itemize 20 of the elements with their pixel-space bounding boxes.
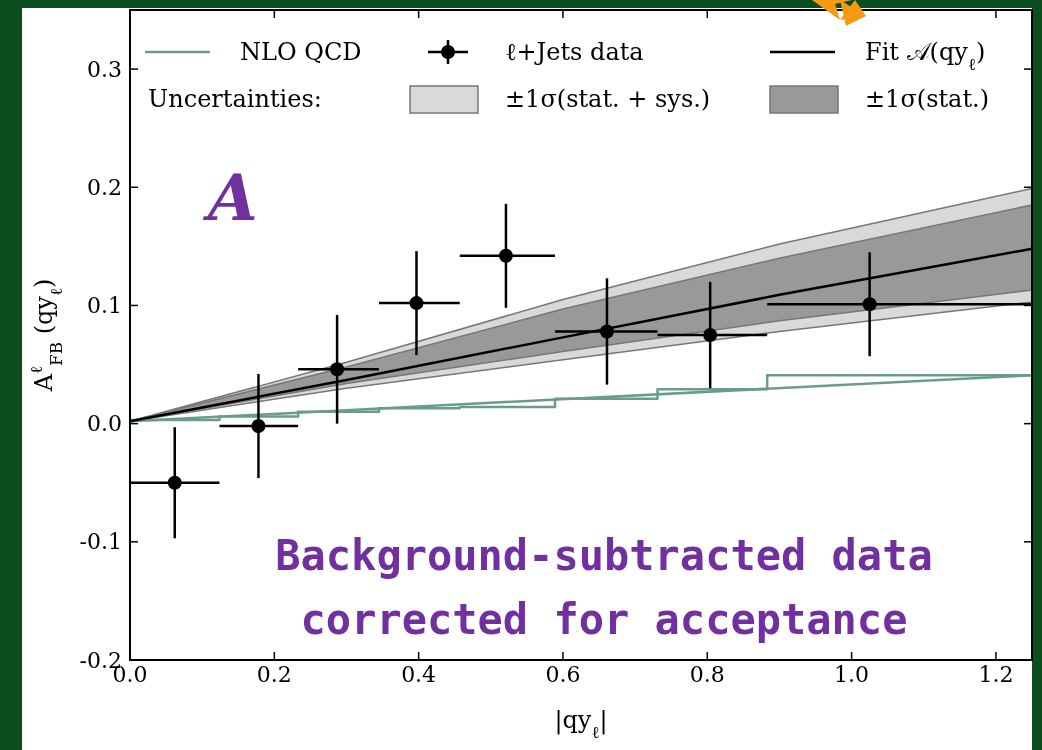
y-tick-label: 0.0 xyxy=(87,411,122,437)
x-tick-label: 0.4 xyxy=(401,662,437,687)
y-tick-label: -0.1 xyxy=(79,529,122,555)
y-tick-label: 0.2 xyxy=(87,174,122,200)
annotation: Background-subtracted data corrected for acceptance xyxy=(275,531,933,644)
legend-label: Fit 𝒜(qy$_{ℓ}$) xyxy=(865,38,986,74)
x-tick-label: 1.2 xyxy=(978,662,1014,687)
legend-label: ±1σ(stat. + sys.) xyxy=(505,85,711,113)
legend-label: NLO QCD xyxy=(240,38,362,66)
annotation: A xyxy=(203,160,258,235)
legend-label: ±1σ(stat.) xyxy=(865,85,990,113)
x-tick-label: 0.2 xyxy=(256,662,292,687)
x-tick-label: 0.6 xyxy=(545,662,581,687)
legend-label: ℓ+Jets data xyxy=(505,38,644,66)
x-axis-title: |qy$_{ℓ}$| xyxy=(554,706,608,742)
y-tick-label: 0.1 xyxy=(87,292,122,318)
x-tick-label: 0.8 xyxy=(689,662,725,687)
x-tick-label: 1.0 xyxy=(834,662,870,687)
y-tick-label: 0.3 xyxy=(87,56,122,82)
legend-title: Uncertainties: xyxy=(148,85,322,113)
